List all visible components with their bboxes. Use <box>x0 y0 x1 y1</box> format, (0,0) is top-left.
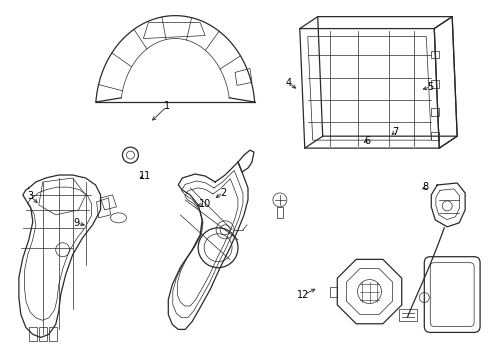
Text: 5: 5 <box>427 82 434 92</box>
Bar <box>431 80 439 88</box>
Bar <box>431 108 439 116</box>
Text: 10: 10 <box>199 199 211 210</box>
Text: 6: 6 <box>364 136 370 145</box>
Text: 3: 3 <box>27 191 33 201</box>
Text: 1: 1 <box>164 102 170 112</box>
Text: 7: 7 <box>392 127 398 136</box>
Bar <box>431 50 439 58</box>
Text: 8: 8 <box>422 182 429 192</box>
Text: 9: 9 <box>74 218 80 228</box>
Text: 12: 12 <box>297 290 310 300</box>
Text: 2: 2 <box>220 188 226 198</box>
Text: 11: 11 <box>139 171 151 181</box>
Bar <box>431 132 439 140</box>
Text: 4: 4 <box>286 78 292 88</box>
